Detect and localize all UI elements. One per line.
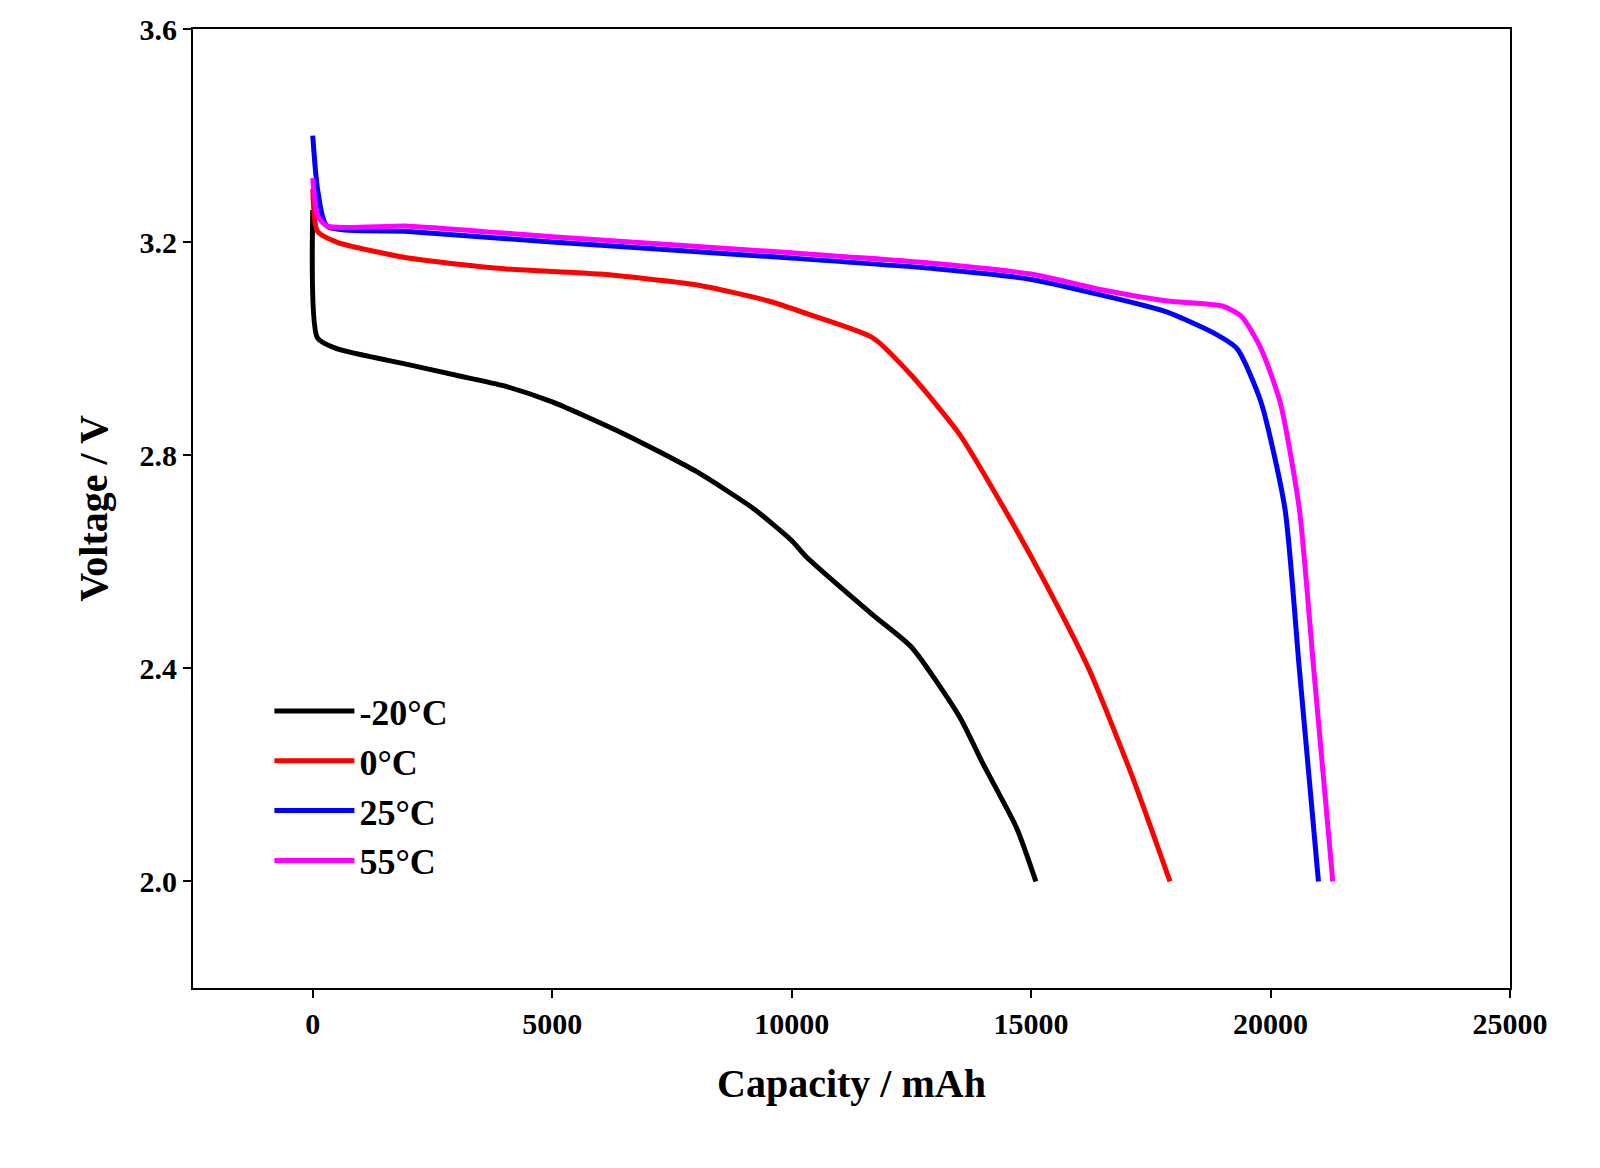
svg-text:0: 0 bbox=[305, 1007, 320, 1040]
svg-text:0°C: 0°C bbox=[359, 743, 417, 783]
svg-text:25000: 25000 bbox=[1473, 1007, 1548, 1040]
svg-text:25°C: 25°C bbox=[359, 793, 435, 833]
svg-text:-20°C: -20°C bbox=[359, 693, 447, 733]
svg-text:20000: 20000 bbox=[1233, 1007, 1308, 1040]
svg-text:5000: 5000 bbox=[522, 1007, 582, 1040]
svg-text:2.0: 2.0 bbox=[140, 865, 178, 898]
svg-text:Voltage / V: Voltage / V bbox=[71, 415, 116, 602]
svg-text:2.4: 2.4 bbox=[140, 652, 178, 685]
svg-text:3.6: 3.6 bbox=[140, 13, 178, 46]
svg-text:10000: 10000 bbox=[754, 1007, 829, 1040]
svg-text:15000: 15000 bbox=[994, 1007, 1069, 1040]
svg-text:55°C: 55°C bbox=[359, 842, 435, 882]
svg-text:3.2: 3.2 bbox=[140, 226, 178, 259]
svg-text:2.8: 2.8 bbox=[140, 439, 178, 472]
svg-text:Capacity / mAh: Capacity / mAh bbox=[717, 1061, 986, 1106]
